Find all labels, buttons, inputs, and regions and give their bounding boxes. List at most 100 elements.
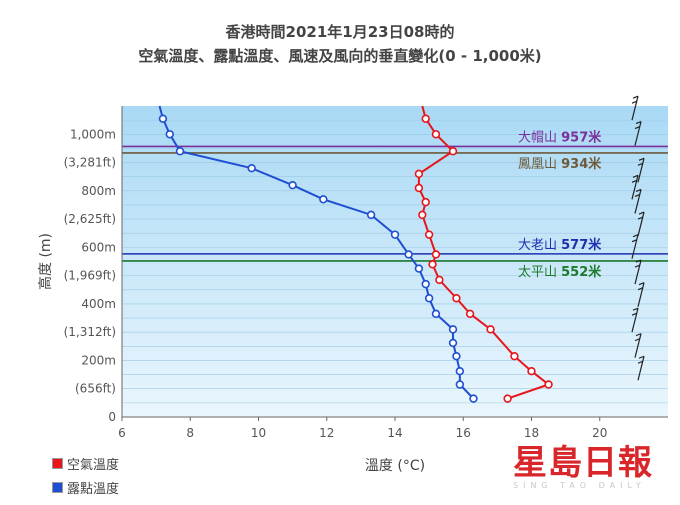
wind-barb-flag [637, 360, 644, 364]
x-tick-label: 14 [387, 426, 402, 440]
wind-barb-flag [638, 355, 645, 359]
wind-barb-flag [635, 121, 642, 125]
chart-title-line-2: 空氣溫度、露點溫度、風速及風向的垂直變化(0 - 1,000米) [138, 47, 542, 65]
y-tick-label: (1,312ft) [64, 325, 116, 339]
wind-barb-flag [638, 282, 645, 286]
reference-label: 鳳凰山 934米 [518, 156, 602, 172]
reference-name: 太平山 [518, 265, 561, 280]
reference-label: 太平山 552米 [518, 264, 602, 280]
y-tick-label: 0 [108, 410, 116, 424]
wind-barb [634, 188, 642, 214]
data-point [544, 380, 553, 389]
wind-barb [637, 282, 645, 307]
wind-barb-flag [635, 333, 642, 337]
reference-label: 大老山 577米 [518, 237, 602, 253]
x-tick-label: 10 [251, 426, 266, 440]
data-point [421, 279, 430, 289]
wind-barb-flag [632, 174, 639, 178]
y-tick-label: (3,281ft) [64, 156, 116, 170]
wind-barb-flag [635, 259, 642, 263]
data-point [452, 352, 461, 361]
wind-barb-staff [637, 282, 645, 307]
x-tick-label: 20 [592, 426, 607, 440]
legend-item-dew-point: 露點溫度 [52, 478, 119, 497]
wind-barb-staff [631, 308, 639, 333]
wind-barb [631, 95, 639, 121]
wind-barb [634, 259, 642, 285]
wind-barb-flag [631, 100, 638, 104]
reference-name: 鳳凰山 [518, 157, 561, 172]
chart-title-line-1: 香港時間2021年1月23日08時的 [225, 23, 455, 41]
data-point [421, 197, 430, 207]
data-point [469, 394, 478, 403]
data-point [418, 210, 427, 220]
data-point [486, 325, 495, 334]
logo-text: 星島日報 [513, 443, 653, 483]
wind-barb [631, 234, 639, 259]
y-tick-label: 800m [81, 184, 116, 198]
legend-label-dew-point: 露點溫度 [67, 482, 120, 497]
x-tick-label: 18 [524, 426, 539, 440]
wind-barb [637, 355, 645, 381]
reference-height: 934米 [561, 156, 602, 172]
data-point [452, 294, 461, 303]
reference-label: 大帽山 957米 [518, 129, 602, 145]
y-tick-label: 400m [81, 297, 116, 311]
y-tick-label: (1,969ft) [64, 269, 116, 283]
reference-name: 大帽山 [518, 129, 561, 145]
data-point [319, 195, 328, 204]
wind-barb-staff [634, 259, 642, 285]
wind-barb-staff [637, 356, 645, 381]
wind-barb-staff [634, 333, 642, 358]
wind-barb-staff [631, 95, 639, 121]
wind-barb-staff [631, 175, 639, 200]
data-point [431, 130, 441, 139]
wind-barb [631, 174, 639, 200]
wind-barb-flag [631, 179, 638, 183]
reference-height: 552米 [561, 264, 602, 280]
dew-point-swatch [52, 482, 63, 493]
wind-barb-flag [632, 234, 639, 238]
wind-barb-flag [638, 157, 645, 161]
data-point [455, 366, 465, 376]
wind-barb-flag [634, 264, 641, 268]
data-point [366, 210, 376, 220]
wind-barb-staff [637, 211, 645, 237]
data-point [414, 169, 424, 179]
data-point [503, 394, 512, 403]
y-axis-title: 高度 (m) [37, 233, 54, 290]
y-tick-label: (2,625ft) [64, 212, 116, 226]
reference-height: 577米 [561, 237, 602, 253]
y-tick-label: 1,000m [70, 127, 116, 141]
data-point [288, 180, 297, 190]
x-tick-label: 8 [186, 426, 194, 440]
data-point [414, 183, 424, 193]
reference-height: 957米 [561, 129, 602, 145]
data-point [421, 114, 430, 123]
x-tick-label: 6 [118, 426, 126, 440]
x-axis-title: 溫度 (°C) [365, 458, 425, 474]
data-point [431, 250, 441, 259]
data-point [510, 352, 519, 361]
data-point [404, 250, 413, 259]
data-point [465, 309, 475, 319]
data-point [527, 366, 536, 376]
y-tick-label: 600m [81, 240, 116, 254]
data-point [448, 338, 458, 348]
legend-label-air-temp: 空氣溫度 [67, 458, 120, 473]
air-temp-swatch [52, 458, 63, 469]
wind-barb-staff [634, 121, 642, 146]
wind-barb-flag [631, 312, 638, 316]
reference-name: 大老山 [518, 238, 561, 253]
sing-tao-logo: 星島日報 SING TAO DAILY [513, 443, 663, 493]
data-point [431, 309, 441, 319]
wind-barb-staff [631, 234, 639, 259]
wind-barb-flag [632, 307, 639, 311]
wind-barb [631, 307, 639, 333]
logo-subtext: SING TAO DAILY [513, 481, 646, 490]
data-point [455, 380, 465, 389]
data-point [435, 275, 444, 285]
data-point [390, 230, 400, 239]
data-point [414, 264, 424, 273]
